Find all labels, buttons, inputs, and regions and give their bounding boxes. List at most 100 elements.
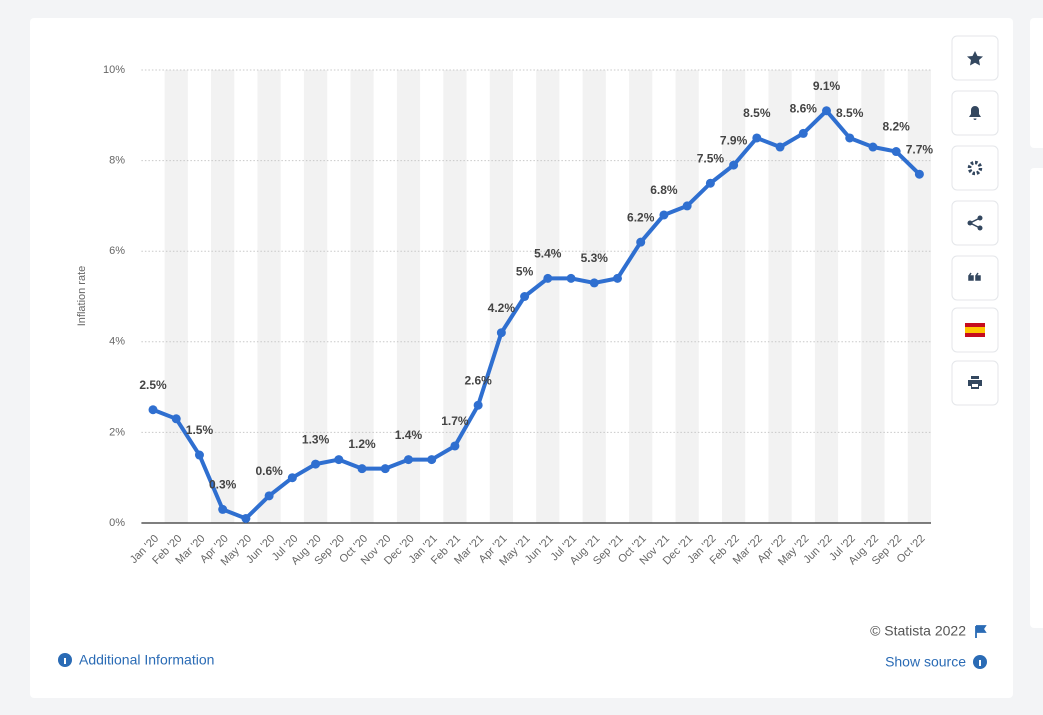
band-stripe [489, 70, 513, 523]
point [334, 455, 344, 465]
data-label: 1.3% [302, 432, 330, 446]
point [148, 405, 158, 415]
point [729, 160, 739, 170]
info-icon-glyph [979, 660, 981, 666]
flag-icon [975, 625, 987, 638]
settings-button[interactable] [951, 145, 999, 191]
data-label: 9.1% [813, 79, 841, 93]
spain-flag-stripe [965, 327, 985, 333]
band-stripe [907, 70, 931, 523]
y-tick-label: 2% [109, 426, 125, 438]
point [752, 133, 762, 143]
band-stripe [582, 70, 606, 523]
point [287, 473, 297, 483]
point [218, 504, 228, 514]
y-tick-label: 0% [109, 517, 125, 529]
point [845, 133, 855, 143]
point [705, 178, 715, 188]
point [891, 147, 901, 157]
data-label: 6.8% [650, 183, 678, 197]
point [403, 455, 413, 465]
point [775, 142, 785, 152]
band-stripe [443, 70, 467, 523]
copyright: © Statista 2022 [870, 623, 966, 639]
point [311, 459, 321, 469]
data-label: 0.3% [209, 478, 237, 492]
point [543, 273, 553, 283]
point [821, 106, 831, 116]
point [659, 210, 669, 220]
y-tick-label: 4% [109, 336, 125, 348]
point [194, 450, 204, 460]
band-stripe [768, 70, 792, 523]
point [496, 328, 506, 338]
band-stripe [814, 70, 839, 523]
toolbar [951, 35, 999, 406]
data-label: 7.9% [720, 133, 748, 147]
data-label: 4.2% [488, 301, 516, 315]
data-label: 7.5% [697, 151, 725, 165]
point [264, 491, 274, 501]
point [612, 273, 622, 283]
share-icon-dot [977, 225, 983, 231]
point [566, 273, 576, 283]
data-label: 5.3% [581, 251, 609, 265]
share-icon-dot [977, 215, 983, 221]
line [152, 108, 921, 521]
quote-icon [968, 272, 981, 281]
data-label: 2.6% [464, 373, 492, 387]
y-axis-label: Inflation rate [76, 266, 88, 327]
data-label: 8.5% [836, 106, 864, 120]
y-tick-label: 6% [109, 245, 125, 257]
data-label: 8.2% [882, 120, 910, 134]
point [798, 128, 808, 138]
point [589, 278, 599, 288]
band-stripe [721, 70, 746, 523]
star-icon [967, 51, 983, 66]
band-stripe [861, 70, 885, 523]
band-stripe [536, 70, 560, 523]
share-button[interactable] [951, 200, 999, 246]
side-panel [1030, 18, 1043, 148]
data-label: 8.5% [743, 106, 771, 120]
data-label: 1.7% [441, 414, 469, 428]
point [682, 201, 692, 211]
band-stripe [675, 70, 699, 523]
data-label: 5.4% [534, 247, 562, 261]
additional-information[interactable]: Additional Information [79, 652, 214, 668]
bell-icon [969, 106, 981, 120]
band-stripe [164, 70, 188, 523]
band-stripe [629, 70, 653, 523]
data-label: 2.5% [139, 378, 167, 392]
point [450, 441, 460, 451]
y-tick-label: 10% [103, 64, 125, 76]
point [357, 464, 367, 474]
band-stripe [257, 70, 281, 523]
data-label: 7.7% [906, 142, 934, 156]
point [636, 237, 646, 247]
band-stripe [350, 70, 374, 523]
point [427, 455, 437, 465]
cite-button[interactable] [951, 255, 999, 301]
point [473, 400, 483, 410]
gear-icon [967, 160, 983, 176]
print-icon [968, 376, 982, 389]
point [914, 169, 924, 179]
side-panel [1030, 168, 1043, 628]
band-stripe [211, 70, 235, 523]
band-stripe [303, 70, 328, 523]
data-label: 6.2% [627, 210, 655, 224]
data-label: 1.2% [348, 437, 376, 451]
data-label: 0.6% [255, 464, 283, 478]
y-tick-label: 8% [109, 155, 125, 167]
data-label: 5% [516, 265, 534, 279]
info-icon-glyph [64, 658, 66, 664]
share-icon-dot [967, 220, 973, 226]
show-source[interactable]: Show source [885, 654, 966, 670]
point [241, 513, 251, 523]
band-stripe [396, 70, 421, 523]
data-label: 1.5% [186, 423, 214, 437]
point [380, 464, 390, 474]
